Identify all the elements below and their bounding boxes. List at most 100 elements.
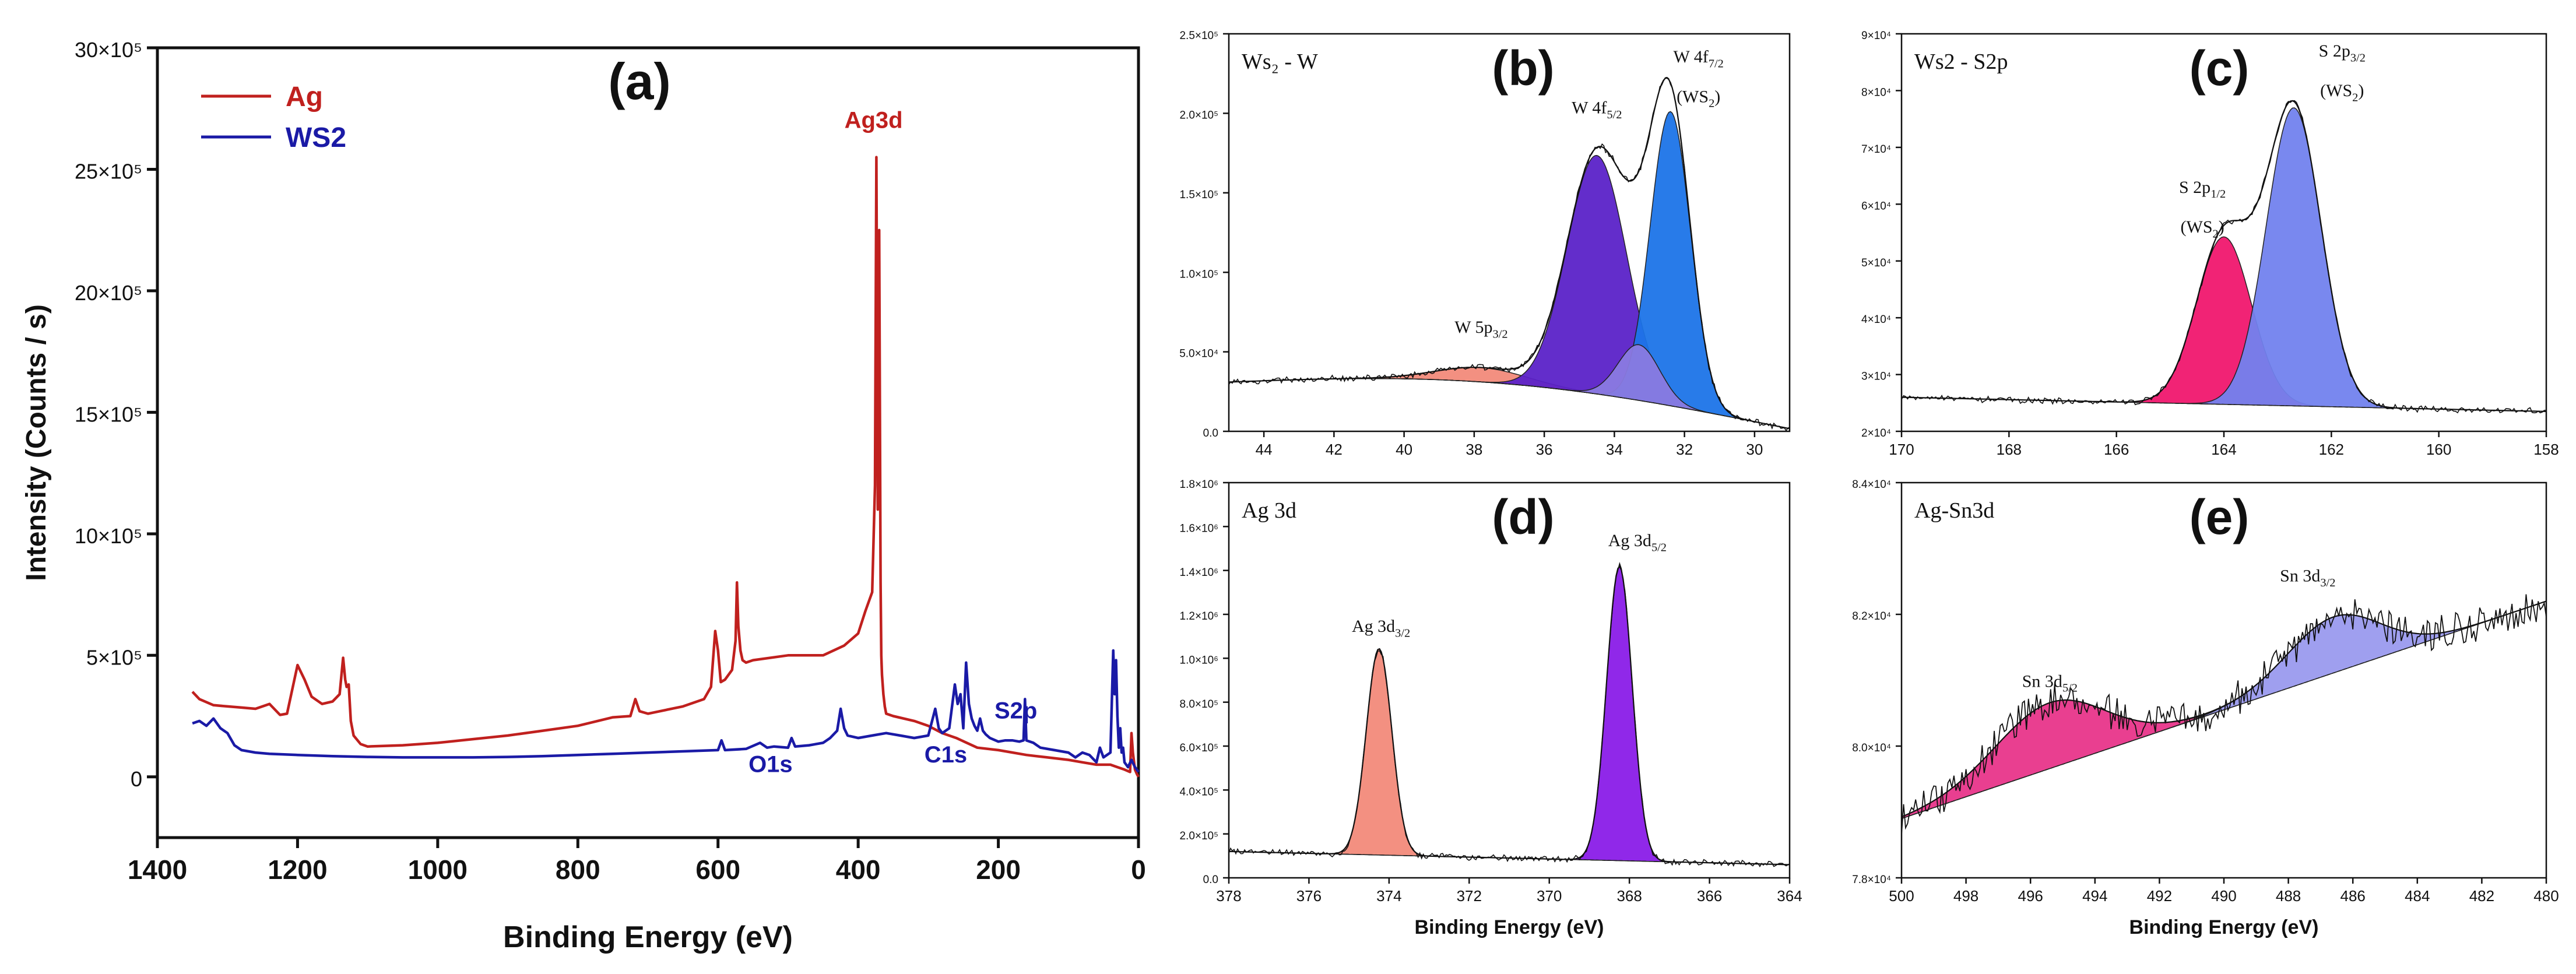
y-tick-label: 15×10⁵ [75, 402, 142, 426]
y-tick-label: 5×10⁵ [86, 645, 142, 669]
x-tick-label: 498 [1953, 887, 1978, 905]
y-tick-label: 20×10⁵ [75, 281, 142, 305]
raw-data-line [1902, 100, 2546, 414]
y-tick-label: 5×10⁴ [1861, 257, 1891, 269]
x-tick-label: 376 [1296, 887, 1322, 905]
y-tick-label: 4.0×10⁵ [1179, 786, 1218, 798]
plot-frame [1228, 33, 1791, 433]
inset-title: Ws₂ - W [1242, 50, 1318, 74]
panel-a: 1400 1200 1000 800 600 400 200 0 0 5×10⁵ 10×10⁵ 15×… [21, 38, 1146, 954]
peak-annotation: (WS2) [1677, 87, 1720, 110]
panel-d: 378 376 374 372 370 368 366 364 0.0 2.0×10⁵ 4.0×10… [1179, 479, 1802, 938]
y-tick-label: 9×10⁴ [1861, 30, 1891, 42]
x-tick-label: 164 [2211, 441, 2236, 458]
x-tick-label: 200 [976, 855, 1021, 885]
y-tick-label: 8.4×10⁴ [1852, 479, 1891, 491]
legend-label: WS2 [286, 122, 346, 153]
x-tick-label: 496 [2018, 887, 2043, 905]
x-tick-label: 1000 [408, 855, 468, 885]
x-axis-label: Binding Energy (eV) [1415, 916, 1604, 938]
x-tick-label: 488 [2276, 887, 2301, 905]
y-tick-label: 2×10⁴ [1861, 427, 1891, 439]
peak-annotation: S 2p1/2 [2179, 178, 2226, 201]
x-tick-label: 366 [1697, 887, 1722, 905]
x-tick-label: 378 [1216, 887, 1241, 905]
y-tick-label: 10×10⁵ [75, 524, 142, 548]
series-ag-line [191, 156, 1140, 778]
plot-area [1902, 100, 2546, 414]
plot-area [1902, 594, 2546, 835]
fit-component-peak [1902, 236, 2546, 412]
x-tick-label: 374 [1376, 887, 1401, 905]
y-tick-label: 1.0×10⁶ [1180, 654, 1218, 666]
peak-annotation: (WS2) [2181, 217, 2224, 240]
x-tick-label: 400 [836, 855, 881, 885]
y-tick-label: 1.6×10⁶ [1180, 522, 1218, 535]
x-tick-label: 1400 [128, 855, 187, 885]
x-tick-label: 368 [1616, 887, 1642, 905]
peak-annotation: O1s [748, 751, 793, 777]
panel-label: (e) [2190, 490, 2250, 544]
y-tick-label: 7×10⁴ [1861, 143, 1891, 156]
x-tick-label: 38 [1466, 441, 1482, 458]
y-tick-label: 3×10⁴ [1861, 371, 1891, 383]
x-tick-label: 34 [1606, 441, 1623, 458]
x-tick-label: 1200 [268, 855, 327, 885]
x-tick-label: 480 [2533, 887, 2559, 905]
peak-annotation: (WS2) [2320, 81, 2364, 104]
plot-frame [1228, 481, 1791, 879]
series-ws2-line [192, 649, 1140, 773]
peak-annotation: S 2p3/2 [2319, 41, 2366, 64]
raw-data-line [1902, 594, 2546, 835]
raw-data-line [1229, 561, 1790, 867]
x-tick-label: 158 [2533, 441, 2559, 458]
x-tick-label: 600 [695, 855, 740, 885]
y-tick-label: 2.0×10⁵ [1179, 110, 1218, 122]
inset-title: Ws2 - S2p [1914, 50, 2008, 74]
y-tick-label: 2.0×10⁵ [1179, 830, 1218, 842]
x-tick-label: 42 [1326, 441, 1343, 458]
y-tick-label: 25×10⁵ [75, 160, 142, 184]
inset-title: Ag-Sn3d [1914, 498, 1994, 523]
y-tick-label: 1.8×10⁶ [1180, 479, 1218, 491]
x-tick-label: 800 [556, 855, 600, 885]
x-tick-label: 364 [1777, 887, 1802, 905]
peak-annotation: W 5p3/2 [1454, 318, 1507, 340]
y-tick-label: 0.0 [1203, 427, 1218, 439]
panel-label: (d) [1492, 490, 1554, 544]
peak-annotation: Ag 3d5/2 [1608, 531, 1667, 554]
peak-annotation: Ag 3d3/2 [1352, 617, 1410, 639]
x-tick-label: 160 [2426, 441, 2451, 458]
background-line [1902, 600, 2546, 820]
y-tick-label: 8.0×10⁴ [1852, 742, 1891, 754]
x-tick-label: 36 [1536, 441, 1553, 458]
y-axis-label: Intensity (Counts / s) [21, 304, 52, 581]
plot-area [1229, 561, 1790, 867]
x-tick-label: 30 [1746, 441, 1763, 458]
panel-e: 500 498 496 494 492 490 488 486 484 482 480 7.8×10⁴… [1852, 479, 2559, 938]
x-tick-label: 372 [1457, 887, 1482, 905]
x-tick-label: 494 [2082, 887, 2107, 905]
fit-component-peak [1229, 565, 1790, 866]
y-tick-label: 8.0×10⁵ [1179, 698, 1218, 711]
y-tick-label: 6.0×10⁵ [1179, 742, 1218, 754]
panel-label: (a) [608, 52, 671, 110]
peak-annotation: C1s [925, 742, 967, 768]
x-tick-label: 0 [1131, 855, 1146, 885]
y-tick-label: 1.4×10⁶ [1180, 567, 1218, 579]
peak-annotation: Sn 3d3/2 [2280, 567, 2335, 589]
y-tick-label: 1.0×10⁵ [1179, 268, 1218, 280]
x-tick-label: 370 [1537, 887, 1562, 905]
peak-annotation: W 4f5/2 [1572, 98, 1622, 121]
panel-label: (b) [1492, 41, 1554, 96]
y-tick-label: 0.0 [1203, 874, 1218, 886]
fit-component-peak [1229, 648, 1790, 866]
inset-title: Ag 3d [1242, 498, 1296, 523]
x-tick-label: 482 [2469, 887, 2494, 905]
x-axis-label: Binding Energy (eV) [503, 920, 793, 954]
x-tick-label: 492 [2147, 887, 2172, 905]
x-tick-label: 32 [1676, 441, 1693, 458]
x-axis-label: Binding Energy (eV) [2129, 916, 2319, 938]
y-tick-label: 6×10⁴ [1861, 200, 1891, 212]
x-tick-label: 166 [2104, 441, 2129, 458]
